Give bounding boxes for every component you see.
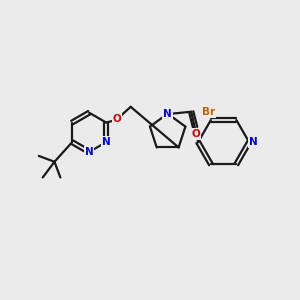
Text: Br: Br: [202, 107, 215, 117]
Text: N: N: [249, 137, 257, 147]
Text: N: N: [163, 109, 172, 119]
Text: N: N: [85, 147, 94, 157]
Text: N: N: [102, 137, 110, 147]
Text: O: O: [112, 114, 121, 124]
Text: O: O: [192, 129, 200, 139]
